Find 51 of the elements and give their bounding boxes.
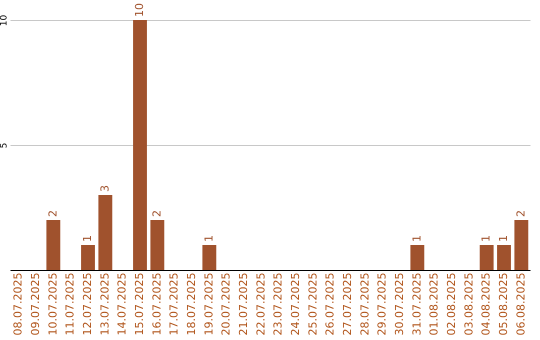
data-label: 2 <box>514 210 528 217</box>
x-tick-label: 11.07.2025 <box>64 272 77 336</box>
x-tick-label: 24.07.2025 <box>289 272 302 336</box>
data-label: 10 <box>133 3 146 17</box>
x-tick-label: 02.08.2025 <box>445 272 458 336</box>
x-tick-label: 13.07.2025 <box>98 272 112 336</box>
x-tick-label: 15.07.2025 <box>133 272 146 336</box>
x-tick-label: 25.07.2025 <box>306 272 320 336</box>
data-label: 1 <box>497 235 510 242</box>
x-tick-label: 14.07.2025 <box>116 272 129 336</box>
data-label: 1 <box>81 235 94 242</box>
data-label: 1 <box>480 235 493 242</box>
x-tick-label: 17.07.2025 <box>168 272 181 336</box>
bar <box>133 20 147 270</box>
x-tick-label: 28.07.2025 <box>358 272 372 336</box>
bar <box>410 245 424 270</box>
x-tick-label: 30.07.2025 <box>393 272 406 336</box>
x-tick-label: 19.07.2025 <box>202 272 216 336</box>
x-tick-label: 18.07.2025 <box>185 272 198 336</box>
x-tick-label: 27.07.2025 <box>341 272 354 336</box>
x-tick-label: 12.07.2025 <box>81 272 94 336</box>
data-label: 1 <box>202 235 216 242</box>
x-tick-label: 08.07.2025 <box>12 272 25 336</box>
x-tick-label: 29.07.2025 <box>376 272 389 336</box>
data-label: 3 <box>98 185 112 192</box>
bar <box>514 220 528 270</box>
data-label: 2 <box>150 210 164 217</box>
bar <box>150 220 164 270</box>
bar <box>497 245 511 270</box>
x-tick-label: 16.07.2025 <box>150 272 164 336</box>
y-tick-label: 5 <box>0 142 10 148</box>
bar <box>81 245 95 270</box>
bar <box>202 245 216 270</box>
x-tick-label: 05.08.2025 <box>497 272 510 336</box>
x-tick-label: 03.08.2025 <box>462 272 476 336</box>
x-tick-label: 10.07.2025 <box>46 272 60 336</box>
x-tick-label: 20.07.2025 <box>220 272 233 336</box>
x-tick-label: 31.07.2025 <box>410 272 424 336</box>
x-tick-label: 23.07.2025 <box>272 272 285 336</box>
data-label: 2 <box>46 210 60 217</box>
x-tick-label: 22.07.2025 <box>254 272 268 336</box>
bar <box>46 220 60 270</box>
x-tick-label: 04.08.2025 <box>480 272 493 336</box>
x-tick-label: 01.08.2025 <box>428 272 441 336</box>
x-tick-label: 09.07.2025 <box>29 272 42 336</box>
bar <box>480 245 494 270</box>
bar <box>98 195 112 270</box>
x-tick-label: 26.07.2025 <box>324 272 337 336</box>
x-tick-label: 21.07.2025 <box>237 272 250 336</box>
x-tick-label: 06.08.2025 <box>514 272 528 336</box>
data-label: 1 <box>410 235 424 242</box>
